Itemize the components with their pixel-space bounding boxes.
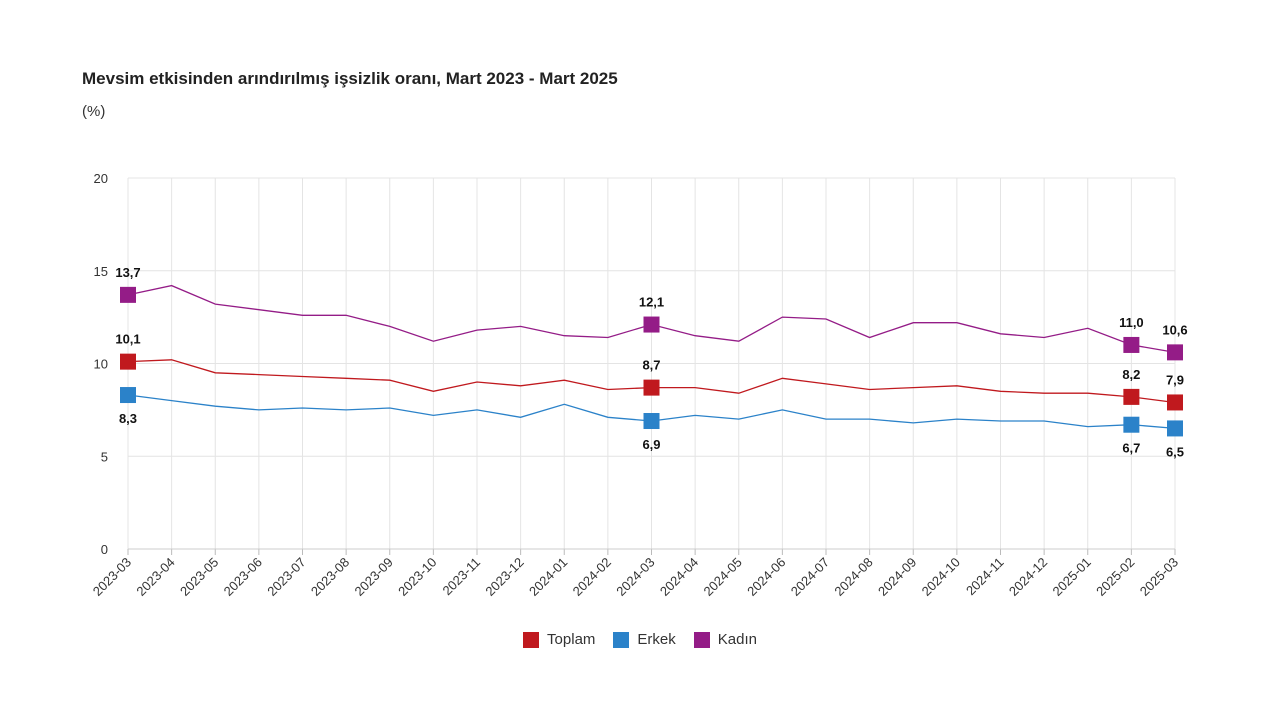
x-tick-label: 2023-08 — [308, 555, 352, 599]
data-label: 8,7 — [642, 358, 660, 373]
data-marker — [1167, 420, 1183, 437]
legend: Toplam Erkek Kadın — [0, 631, 1280, 648]
data-marker — [643, 379, 660, 396]
x-tick-label: 2023-11 — [439, 555, 483, 599]
data-marker — [120, 387, 136, 404]
x-tick-label: 2023-04 — [133, 555, 177, 599]
data-marker — [1123, 388, 1140, 405]
data-marker — [120, 286, 136, 303]
data-marker — [643, 413, 660, 430]
legend-label-toplam: Toplam — [547, 631, 596, 648]
y-tick-label: 10 — [94, 357, 108, 372]
x-tick-label: 2024-04 — [657, 555, 701, 599]
x-tick-label: 2024-06 — [744, 555, 788, 599]
y-tick-label: 15 — [94, 264, 108, 279]
grid-lines — [127, 177, 1176, 555]
data-label: 10,1 — [115, 332, 140, 347]
legend-swatch-kadin — [693, 631, 710, 648]
data-labels: 10,1 8,7 8,2 7,9 8,3 6,9 6,7 6,5 13,7 12,1 11,0 10,… — [115, 265, 1187, 460]
x-tick-label: 2023-07 — [264, 555, 308, 599]
data-label: 8,3 — [119, 411, 137, 426]
data-label: 6,9 — [642, 437, 660, 452]
legend-item-toplam[interactable]: Toplam — [523, 631, 595, 648]
chart-unit-label: (%) — [82, 103, 106, 120]
x-tick-label: 2024-12 — [1006, 555, 1050, 599]
data-label: 7,9 — [1166, 372, 1184, 387]
data-marker — [1167, 394, 1183, 411]
legend-label-erkek: Erkek — [637, 631, 676, 648]
chart-title: Mevsim etkisinden arındırılmış işsizlik … — [82, 69, 618, 88]
x-tick-label: 2023-05 — [177, 555, 221, 599]
x-tick-label: 2023-06 — [221, 555, 265, 599]
y-tick-label: 20 — [94, 171, 108, 186]
series-markers — [120, 286, 1183, 437]
data-label: 10,6 — [1162, 322, 1187, 337]
x-tick-label: 2024-05 — [701, 555, 745, 599]
x-tick-label: 2024-11 — [963, 555, 1007, 599]
x-tick-label: 2024-07 — [788, 555, 832, 599]
data-marker — [643, 316, 660, 333]
legend-item-kadin[interactable]: Kadın — [693, 631, 757, 648]
x-tick-label: 2024-10 — [919, 555, 963, 599]
legend-swatch-toplam — [523, 631, 540, 648]
x-tick-label: 2024-02 — [570, 555, 614, 599]
data-marker — [1123, 416, 1140, 433]
legend-swatch-erkek — [613, 631, 630, 648]
y-tick-label: 0 — [101, 542, 108, 557]
x-tick-label: 2023-12 — [482, 555, 526, 599]
x-tick-label: 2023-09 — [352, 555, 396, 599]
data-label: 11,0 — [1119, 315, 1144, 330]
data-label: 12,1 — [639, 295, 664, 310]
x-tick-label: 2025-03 — [1137, 555, 1181, 599]
y-tick-label: 5 — [101, 449, 108, 464]
data-marker — [120, 353, 136, 370]
x-tick-label: 2025-01 — [1050, 555, 1094, 599]
legend-item-erkek[interactable]: Erkek — [613, 631, 676, 648]
x-tick-label: 2024-08 — [831, 555, 875, 599]
y-axis-ticks: 0 5 10 15 20 — [94, 171, 108, 557]
data-label: 8,2 — [1122, 367, 1140, 382]
x-tick-label: 2024-01 — [526, 555, 570, 599]
x-tick-label: 2025-02 — [1093, 555, 1137, 599]
data-marker — [1167, 344, 1183, 361]
x-tick-label: 2024-09 — [875, 555, 919, 599]
x-axis-ticks: 2023-03 2023-04 2023-05 2023-06 2023-07 2023-… — [90, 555, 1181, 599]
x-tick-label: 2024-03 — [613, 555, 657, 599]
legend-label-kadin: Kadın — [717, 631, 757, 648]
x-tick-label: 2023-10 — [395, 555, 439, 599]
x-tick-label: 2023-03 — [90, 555, 134, 599]
data-label: 13,7 — [115, 265, 140, 280]
data-marker — [1123, 336, 1140, 353]
data-label: 6,5 — [1166, 444, 1184, 459]
data-label: 6,7 — [1122, 441, 1140, 456]
